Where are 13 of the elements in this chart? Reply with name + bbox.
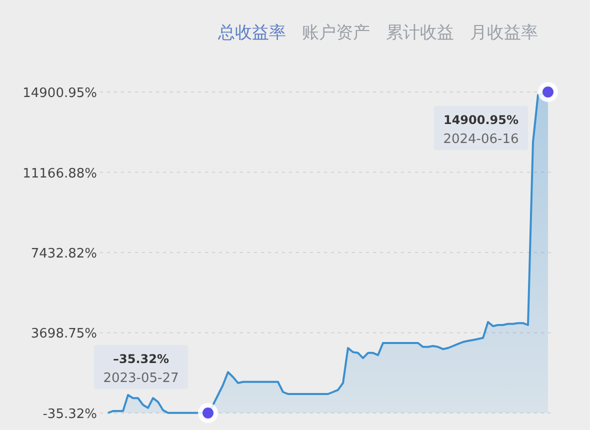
text: 账户资产: [302, 23, 370, 43]
annotation: 14900.95%: [443, 113, 519, 127]
text: 累计收益: [386, 23, 454, 43]
y-tick-label: 11166.88%: [22, 166, 97, 182]
text: 月收益率: [470, 23, 538, 43]
y-tick-label: 3698.75%: [30, 326, 97, 342]
chart-title: 总收益率: [217, 23, 286, 43]
y-tick-label: 7432.82%: [30, 246, 97, 262]
annotation: –35.32%: [113, 352, 169, 366]
annotation: 2024-06-16: [443, 132, 519, 147]
annotation: 2023-05-27: [103, 371, 179, 386]
y-tick-label: 14900.95%: [22, 86, 97, 101]
y-tick-label: -35.32%: [42, 407, 97, 422]
